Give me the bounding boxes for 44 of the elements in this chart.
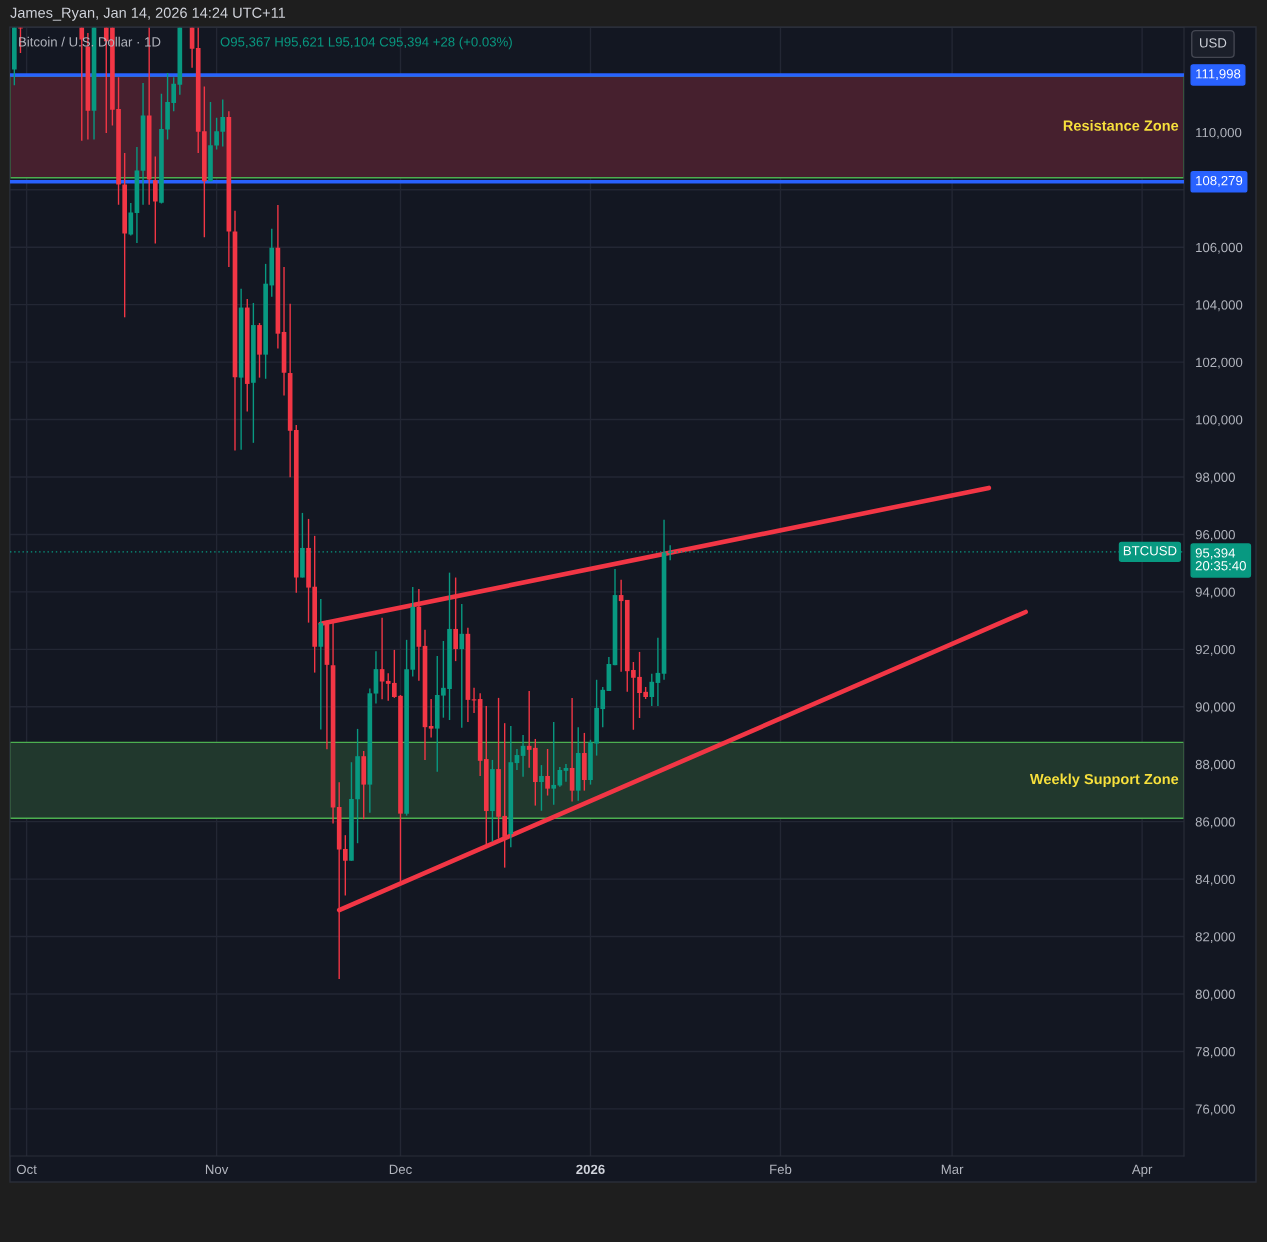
y-tick-label: 90,000 — [1195, 702, 1235, 714]
y-tick-label: 106,000 — [1196, 242, 1243, 254]
x-tick-label: Mar — [941, 1164, 964, 1175]
x-tick-label: Feb — [770, 1164, 792, 1175]
candlestick — [128, 202, 134, 237]
text: O95,367 H95,621 L95,104 C95,394 +28 (+0.03%) — [220, 36, 512, 50]
y-tick-label: 92,000 — [1195, 644, 1235, 656]
y-tick-label: 76,000 — [1195, 1104, 1235, 1116]
y-tick-label: 94,000 — [1195, 587, 1235, 599]
y-tick-label: 98,000 — [1195, 472, 1235, 484]
ref-line-label: 111,998 — [1196, 69, 1241, 81]
ref-line-label: 108,279 — [1196, 175, 1243, 187]
x-tick-label: 2026 — [576, 1164, 605, 1175]
candlestick — [545, 748, 550, 797]
text: James_Ryan, Jan 14, 2026 14:24 UTC+11 — [10, 7, 286, 21]
candlestick — [551, 721, 557, 806]
y-tick-label: 80,000 — [1195, 989, 1235, 1001]
candlestick — [563, 763, 569, 783]
y-tick-label: 104,000 — [1196, 300, 1243, 312]
x-tick-label: Dec — [389, 1164, 412, 1175]
x-tick-label: Oct — [16, 1164, 37, 1175]
band-label: Resistance Zone — [1063, 120, 1179, 131]
y-tick-label: 102,000 — [1196, 357, 1243, 369]
y-tick-label: 88,000 — [1195, 759, 1235, 771]
band-label: Weekly Support Zone — [1029, 773, 1179, 788]
x-tick-label: Apr — [1131, 1164, 1153, 1177]
candlestick — [649, 673, 655, 707]
ref-line-label: 95,394 20:35:40 — [1195, 548, 1246, 571]
y-tick-label: 96,000 — [1195, 530, 1235, 541]
candlestick — [539, 764, 544, 812]
y-axis-title: USD — [1200, 38, 1227, 48]
annotation: BTCUSD — [1123, 546, 1177, 556]
y-tick-label: 110,000 — [1196, 127, 1242, 139]
y-tick-label: 100,000 — [1196, 415, 1243, 427]
candlestick — [379, 617, 385, 701]
y-tick-label: 78,000 — [1195, 1047, 1235, 1058]
y-tick-label: 82,000 — [1195, 932, 1235, 944]
candlestick — [152, 155, 158, 245]
y-tick-label: 86,000 — [1195, 817, 1235, 829]
y-tick-label: 84,000 — [1195, 874, 1235, 886]
candlestick — [428, 698, 434, 739]
candlestick — [318, 598, 324, 731]
x-tick-label: Nov — [205, 1164, 229, 1175]
candlestick — [459, 603, 465, 729]
